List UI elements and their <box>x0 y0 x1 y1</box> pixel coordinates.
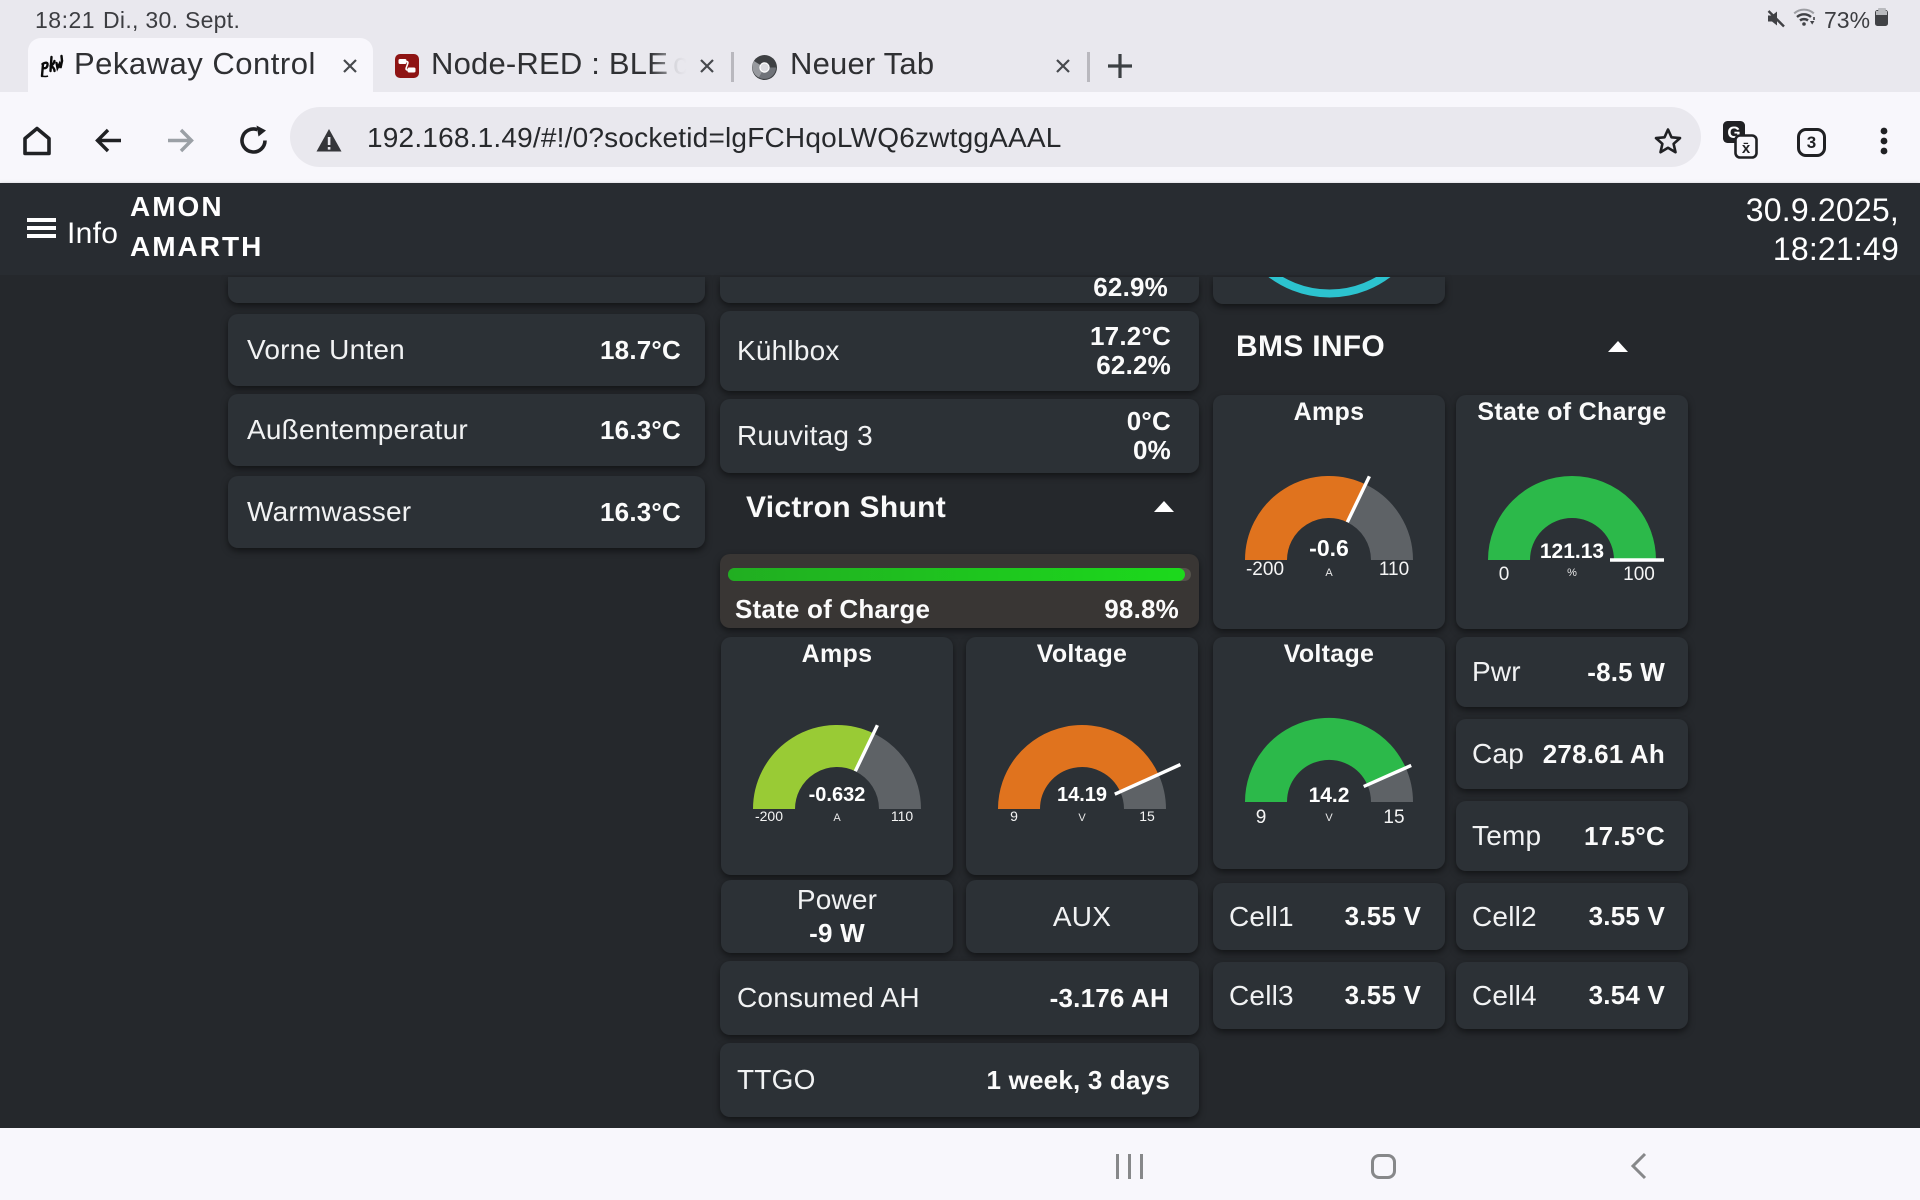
svg-text:x̄: x̄ <box>1742 140 1751 157</box>
